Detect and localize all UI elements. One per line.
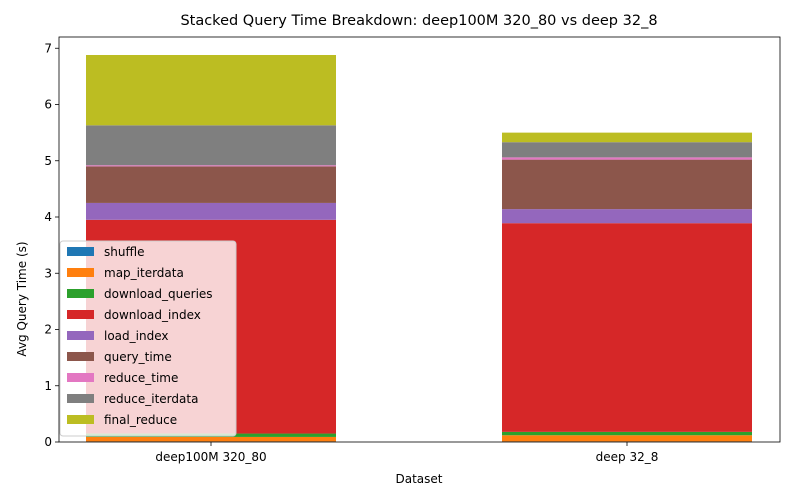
x-tick-label: deep100M 320_80 xyxy=(155,450,266,464)
y-tick-label: 1 xyxy=(44,379,52,393)
legend-swatch-reduce-iterdata xyxy=(67,394,94,403)
legend-label-final-reduce: final_reduce xyxy=(104,413,177,427)
axes-group: 0 1 2 3 4 5 6 7 deep100M 320_80 deep 32_8 xyxy=(44,36,781,464)
bar-segment-map-iterdata-2 xyxy=(502,435,752,442)
y-axis-label: Avg Query Time (s) xyxy=(15,241,29,356)
legend-label-query-time: query_time xyxy=(104,350,172,364)
bar-segment-load-index-2 xyxy=(502,209,752,224)
legend-label-map-iterdata: map_iterdata xyxy=(104,266,184,280)
legend-swatch-download-index xyxy=(67,310,94,319)
legend-label-reduce-iterdata: reduce_iterdata xyxy=(104,392,198,406)
y-tick-label: 0 xyxy=(44,435,52,449)
bar-segment-reduce-iterdata-2 xyxy=(502,142,752,158)
legend: shuffle map_iterdata download_queriesdownl… xyxy=(59,240,237,437)
legend-swatch-load-index xyxy=(67,331,94,340)
legend-swatch-final-reduce xyxy=(67,415,94,424)
legend-swatch-map-iterdata xyxy=(67,268,94,277)
chart-title: Stacked Query Time Breakdown: deep100M 3… xyxy=(180,13,657,29)
legend-swatch-shuffle xyxy=(67,247,94,256)
bar-segment-query-time-2 xyxy=(502,159,752,210)
legend-swatch-download-queries xyxy=(67,289,94,298)
legend-label-download-index: download_index xyxy=(104,308,201,322)
y-tick-label: 4 xyxy=(44,210,52,224)
bar-segment-query-time-1 xyxy=(86,166,336,203)
y-tick-label: 3 xyxy=(44,266,52,280)
y-tick-label: 2 xyxy=(44,323,52,337)
bar-segment-final-reduce-2 xyxy=(502,132,752,143)
bars-group xyxy=(86,55,752,442)
x-axis-label: Dataset xyxy=(396,472,443,486)
bar-segment-reduce-iterdata-1 xyxy=(86,125,336,166)
legend-label-download-queries: download_queries xyxy=(104,287,213,301)
y-tick-label: 7 xyxy=(44,41,52,55)
plot-frame xyxy=(58,36,781,443)
legend-label-reduce-time: reduce_time xyxy=(104,371,178,385)
legend-swatch-query-time xyxy=(67,352,94,361)
bar-segment-download-index-2 xyxy=(502,223,752,432)
bar-segment-final-reduce-1 xyxy=(86,55,336,126)
bar-segment-reduce-time-1 xyxy=(86,165,336,167)
x-tick-label: deep 32_8 xyxy=(596,450,659,464)
legend-box xyxy=(59,240,237,437)
legend-label-load-index: load_index xyxy=(104,329,168,343)
legend-label-shuffle: shuffle xyxy=(104,245,144,259)
bar-segment-map-iterdata-1 xyxy=(86,436,336,442)
bar-segment-download-queries-2 xyxy=(502,431,752,436)
bar-segment-load-index-1 xyxy=(86,202,336,220)
legend-swatch-reduce-time xyxy=(67,373,94,382)
y-tick-label: 5 xyxy=(44,154,52,168)
y-tick-label: 6 xyxy=(44,98,52,112)
bar-segment-reduce-time-2 xyxy=(502,157,752,160)
